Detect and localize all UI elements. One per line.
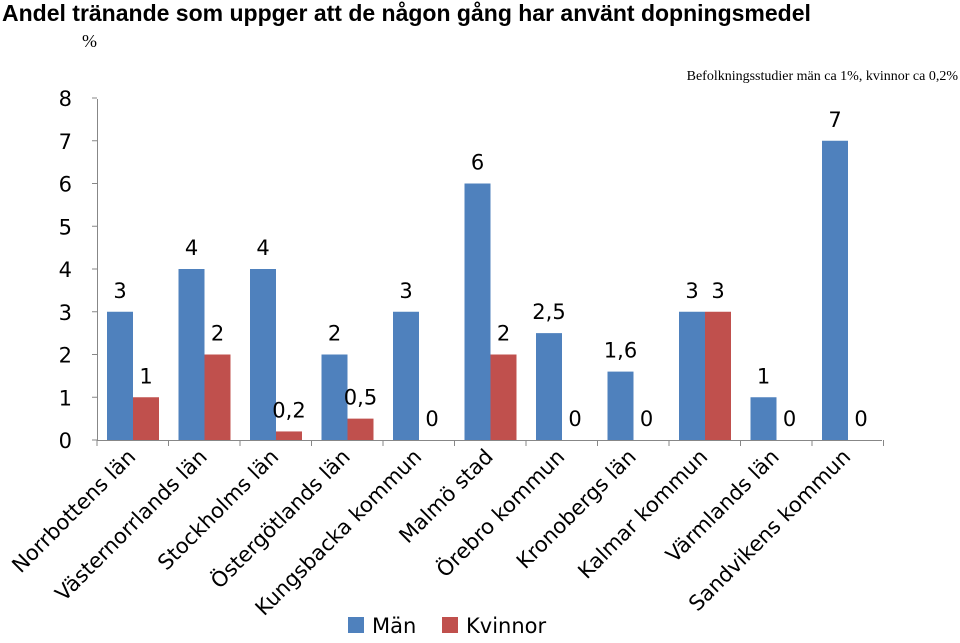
bar-man xyxy=(250,269,276,440)
data-label: 2 xyxy=(497,322,510,346)
y-tick-label: 8 xyxy=(59,87,72,111)
data-label: 6 xyxy=(471,151,484,175)
bar-man xyxy=(178,269,205,440)
data-label: 3 xyxy=(711,279,724,303)
category-label: Kronobergs län xyxy=(512,445,641,574)
y-tick-label: 2 xyxy=(59,344,72,368)
data-label: 4 xyxy=(185,236,198,260)
bar-man xyxy=(321,354,348,440)
bar-man xyxy=(822,140,848,440)
bar-kvinna xyxy=(705,311,731,440)
data-label: 0 xyxy=(640,407,653,431)
data-label: 2 xyxy=(211,322,224,346)
data-label: 0 xyxy=(568,407,581,431)
data-label: 7 xyxy=(828,108,841,132)
data-label: 0 xyxy=(425,407,438,431)
data-label: 1,6 xyxy=(604,339,637,363)
y-tick-label: 4 xyxy=(59,258,72,282)
y-tick-label: 7 xyxy=(59,130,72,154)
legend: Män Kvinnor xyxy=(348,614,547,638)
data-label: 0,2 xyxy=(272,398,305,422)
legend-swatch-man xyxy=(348,617,364,633)
bar-kvinna xyxy=(347,418,374,440)
bars-group xyxy=(107,140,848,440)
y-tick-label: 6 xyxy=(59,173,72,197)
bar-man xyxy=(607,371,634,440)
category-label: Kalmar kommun xyxy=(573,445,712,584)
data-label: 0,5 xyxy=(344,386,377,410)
legend-label: Kvinnor xyxy=(466,614,547,638)
data-label: 1 xyxy=(757,364,770,388)
bar-man xyxy=(464,183,491,440)
legend-swatch-kvinna xyxy=(442,617,458,633)
data-label: 1 xyxy=(139,364,152,388)
chart-title: Andel tränande som uppger att de någon g… xyxy=(2,0,811,26)
bar-kvinna xyxy=(204,354,231,440)
category-label: Örebro kommun xyxy=(431,444,569,582)
data-label: 3 xyxy=(113,279,126,303)
data-label: 0 xyxy=(783,407,796,431)
bar-man xyxy=(536,333,562,440)
y-tick-label: 0 xyxy=(59,429,72,453)
bar-kvinna xyxy=(276,431,302,440)
data-label: 2,5 xyxy=(532,300,565,324)
y-tick-label: 3 xyxy=(59,301,72,325)
bar-man xyxy=(107,311,133,440)
category-label: Norrbottens län xyxy=(7,445,140,578)
data-label: 3 xyxy=(399,279,412,303)
category-label: Östergötlands län xyxy=(205,444,354,593)
data-label: 3 xyxy=(685,279,698,303)
legend-label: Män xyxy=(372,614,416,638)
bar-man xyxy=(393,311,419,440)
data-label: 2 xyxy=(328,322,341,346)
data-label: 4 xyxy=(256,236,269,260)
unit-label: % xyxy=(82,31,97,51)
y-tick-label: 1 xyxy=(59,386,72,410)
bar-kvinna xyxy=(133,397,159,440)
bar-man xyxy=(679,311,705,440)
bar-man xyxy=(750,397,777,440)
data-label: 0 xyxy=(854,407,867,431)
data-labels-group: 3 4 4 2 3 6 2,5 1,6 3 1 7 1 2 0,2 0,5 0 2 0 0 3 0 0 xyxy=(113,108,867,431)
category-label: Stockholms län xyxy=(153,445,283,575)
bar-kvinna xyxy=(490,354,517,440)
population-note: Befolkningsstudier män ca 1%, kvinnor ca… xyxy=(687,69,959,84)
y-tick-label: 5 xyxy=(59,215,72,239)
